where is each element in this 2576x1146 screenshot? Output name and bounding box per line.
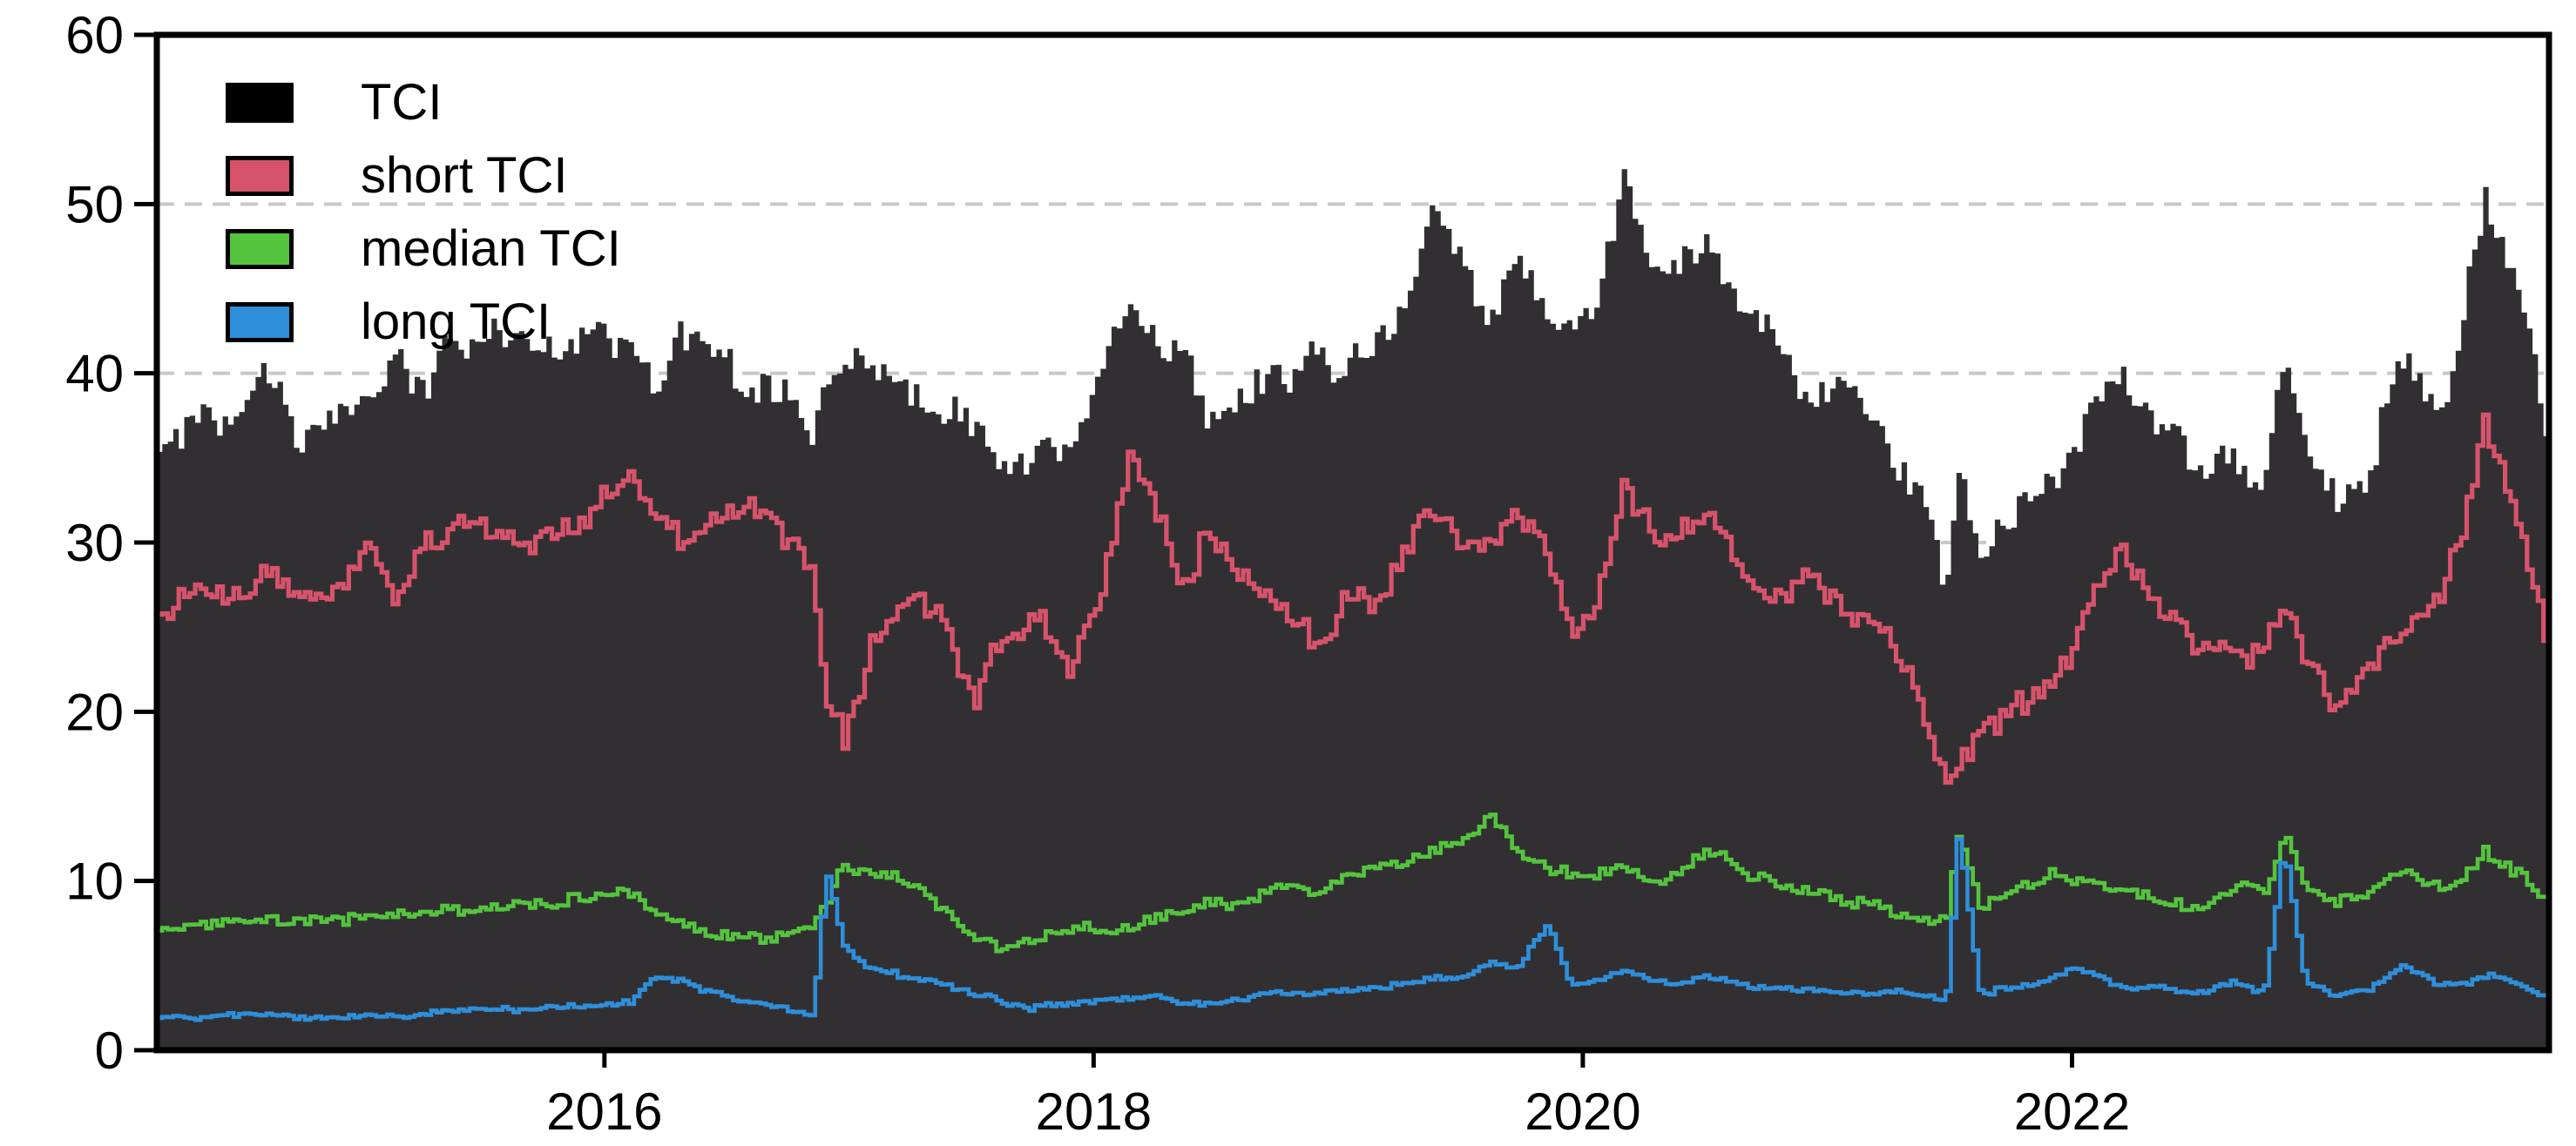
x-tick-label-2020: 2020 xyxy=(1525,1082,1640,1141)
legend-swatch-short-tci xyxy=(226,156,294,196)
legend-label-short-tci: short TCI xyxy=(361,147,568,204)
legend-label-tci: TCI xyxy=(361,74,443,131)
y-tick-label-20: 20 xyxy=(65,683,124,741)
y-tick-label-50: 50 xyxy=(65,175,124,233)
legend-label-long-tci: long TCI xyxy=(361,293,551,350)
legend-label-median-tci: median TCI xyxy=(361,220,621,277)
legend-swatch-tci xyxy=(226,83,294,123)
legend-row-median-tci: median TCI xyxy=(226,224,621,274)
legend-row-long-tci: long TCI xyxy=(226,297,621,347)
tci-area-series xyxy=(157,169,2549,1051)
plot-border xyxy=(153,31,2552,1054)
y-tick-label-10: 10 xyxy=(65,853,124,911)
y-tick-label-30: 30 xyxy=(65,514,124,572)
x-tick-label-2022: 2022 xyxy=(2014,1082,2130,1141)
long-tci-line-series xyxy=(157,837,2552,1022)
legend-row-tci: TCI xyxy=(226,78,621,128)
y-tick-label-0: 0 xyxy=(95,1021,124,1080)
legend: TCI short TCI median TCI long TCI xyxy=(226,78,621,375)
x-tick-label-2018: 2018 xyxy=(1036,1082,1152,1141)
legend-swatch-long-tci xyxy=(226,302,294,342)
x-tick-label-2016: 2016 xyxy=(546,1082,662,1141)
y-tick-label-60: 60 xyxy=(65,6,124,64)
median-tci-line-series xyxy=(157,812,2552,954)
short-tci-line-series xyxy=(157,412,2552,785)
legend-row-short-tci: short TCI xyxy=(226,151,621,201)
legend-swatch-median-tci xyxy=(226,229,294,269)
y-tick-label-40: 40 xyxy=(65,345,124,403)
